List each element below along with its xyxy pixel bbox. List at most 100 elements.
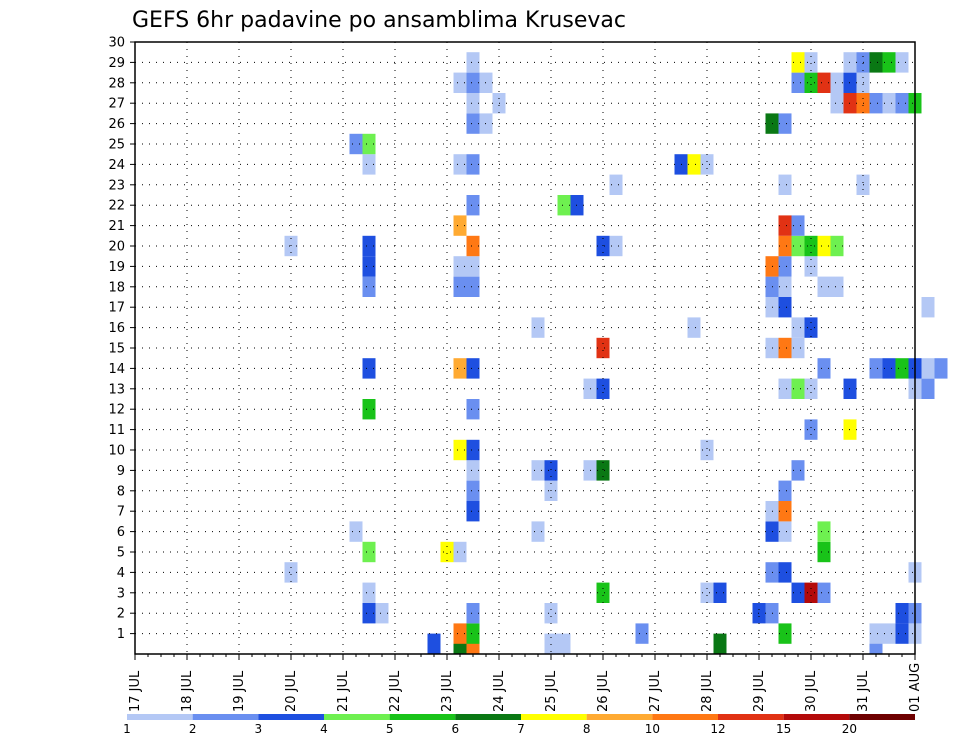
- heatmap-cell: [453, 215, 467, 236]
- heatmap-cell: [700, 154, 714, 175]
- y-tick-label: 17: [108, 301, 125, 316]
- heatmap-cell: [531, 317, 545, 338]
- heatmap-cell: [700, 439, 714, 461]
- heatmap-cell: [362, 603, 376, 624]
- heatmap-cell: [778, 235, 792, 257]
- heatmap-cell: [466, 113, 480, 134]
- heatmap-cell: [895, 623, 909, 644]
- heatmap-cell: [778, 256, 792, 277]
- heatmap-cell: [778, 623, 792, 644]
- y-tick-label: 23: [108, 178, 125, 193]
- y-tick-label: 10: [108, 444, 125, 459]
- heatmap-cell: [869, 93, 883, 114]
- colorbar-swatch: [192, 714, 259, 720]
- y-tick-label: 12: [108, 403, 125, 418]
- heatmap-cell: [362, 399, 376, 420]
- heatmap-cell: [362, 154, 376, 175]
- heatmap-cell: [466, 358, 480, 379]
- heatmap-cell: [882, 358, 896, 379]
- heatmap-cell: [804, 317, 818, 338]
- heatmap-cell: [362, 235, 376, 257]
- colorbar-swatch: [127, 714, 193, 720]
- y-tick-label: 4: [117, 566, 125, 581]
- heatmap-cell: [817, 541, 831, 563]
- heatmap-cell: [778, 113, 792, 134]
- x-tick-label: 30 JUL: [804, 670, 819, 712]
- heatmap-cell: [895, 358, 909, 379]
- colorbar-swatch: [652, 714, 718, 720]
- y-tick-label: 8: [117, 484, 125, 499]
- y-tick-label: 5: [117, 546, 125, 561]
- heatmap-cell: [466, 93, 480, 114]
- x-tick-label: 24 JUL: [492, 670, 507, 712]
- y-tick-label: 20: [108, 240, 125, 255]
- heatmap-cell: [362, 541, 376, 563]
- y-tick-label: 29: [108, 56, 125, 71]
- heatmap-cell: [830, 72, 844, 93]
- heatmap-cell: [921, 378, 935, 399]
- y-tick-label: 7: [117, 505, 125, 520]
- x-tick-label: 26 JUL: [596, 670, 611, 712]
- heatmap-cell: [778, 521, 792, 542]
- y-tick-label: 18: [108, 280, 125, 295]
- y-tick-label: 14: [108, 362, 125, 377]
- heatmap-cell: [778, 378, 792, 399]
- colorbar-label: 8: [583, 722, 591, 736]
- heatmap-cell: [466, 195, 480, 216]
- colorbar-label: 5: [386, 722, 394, 736]
- colorbar-swatch: [718, 714, 784, 720]
- heatmap-cell: [791, 72, 805, 93]
- heatmap-cell: [817, 276, 831, 297]
- heatmap-cell: [466, 52, 480, 73]
- heatmap-cell: [804, 582, 818, 603]
- heatmap-cell: [531, 521, 545, 542]
- y-tick-label: 13: [108, 382, 125, 397]
- heatmap-cell: [544, 603, 558, 624]
- heatmap-cell: [791, 235, 805, 257]
- heatmap-cell: [544, 460, 558, 481]
- heatmap-cell: [804, 419, 818, 440]
- y-tick-label: 28: [108, 76, 125, 91]
- heatmap-cell: [349, 133, 363, 155]
- heatmap-cell: [778, 501, 792, 522]
- colorbar-label: 7: [517, 722, 525, 736]
- heatmap-cell: [869, 623, 883, 644]
- heatmap-cell: [921, 358, 935, 379]
- heatmap-cell: [804, 378, 818, 399]
- heatmap-cell: [635, 623, 649, 644]
- heatmap-cell: [466, 72, 480, 93]
- heatmap-cell: [687, 154, 701, 175]
- colorbar-label: 15: [776, 722, 791, 736]
- heatmap-cell: [817, 358, 831, 379]
- heatmap-cell: [791, 337, 805, 359]
- heatmap-cell: [453, 256, 467, 277]
- chart-title: GEFS 6hr padavine po ansamblima Krusevac: [132, 8, 626, 33]
- heatmap-cell: [882, 93, 896, 114]
- y-tick-label: 16: [108, 321, 125, 336]
- heatmap-cell: [895, 93, 909, 114]
- heatmap-cell: [609, 235, 623, 257]
- heatmap-cell: [440, 541, 454, 563]
- heatmap-cell: [466, 623, 480, 644]
- x-tick-label: 29 JUL: [752, 670, 767, 712]
- heatmap-cell: [596, 582, 610, 603]
- heatmap-cell: [791, 215, 805, 236]
- heatmap-cell: [869, 358, 883, 379]
- heatmap-cell: [466, 276, 480, 297]
- y-tick-label: 24: [108, 158, 125, 173]
- heatmap-cell: [557, 633, 571, 654]
- heatmap-cell: [817, 521, 831, 542]
- heatmap-cell: [830, 93, 844, 114]
- heatmap-cell: [882, 52, 896, 73]
- heatmap-cell: [882, 623, 896, 644]
- x-tick-label: 28 JUL: [700, 670, 715, 712]
- x-tick-label: 27 JUL: [648, 670, 663, 712]
- colorbar-label: 3: [255, 722, 263, 736]
- x-tick-label: 18 JUL: [180, 670, 195, 712]
- heatmap-cell: [804, 52, 818, 73]
- heatmap-cell: [778, 480, 792, 501]
- heatmap-cell: [466, 480, 480, 501]
- x-tick-label: 17 JUL: [128, 670, 143, 712]
- heatmap-cell: [466, 256, 480, 277]
